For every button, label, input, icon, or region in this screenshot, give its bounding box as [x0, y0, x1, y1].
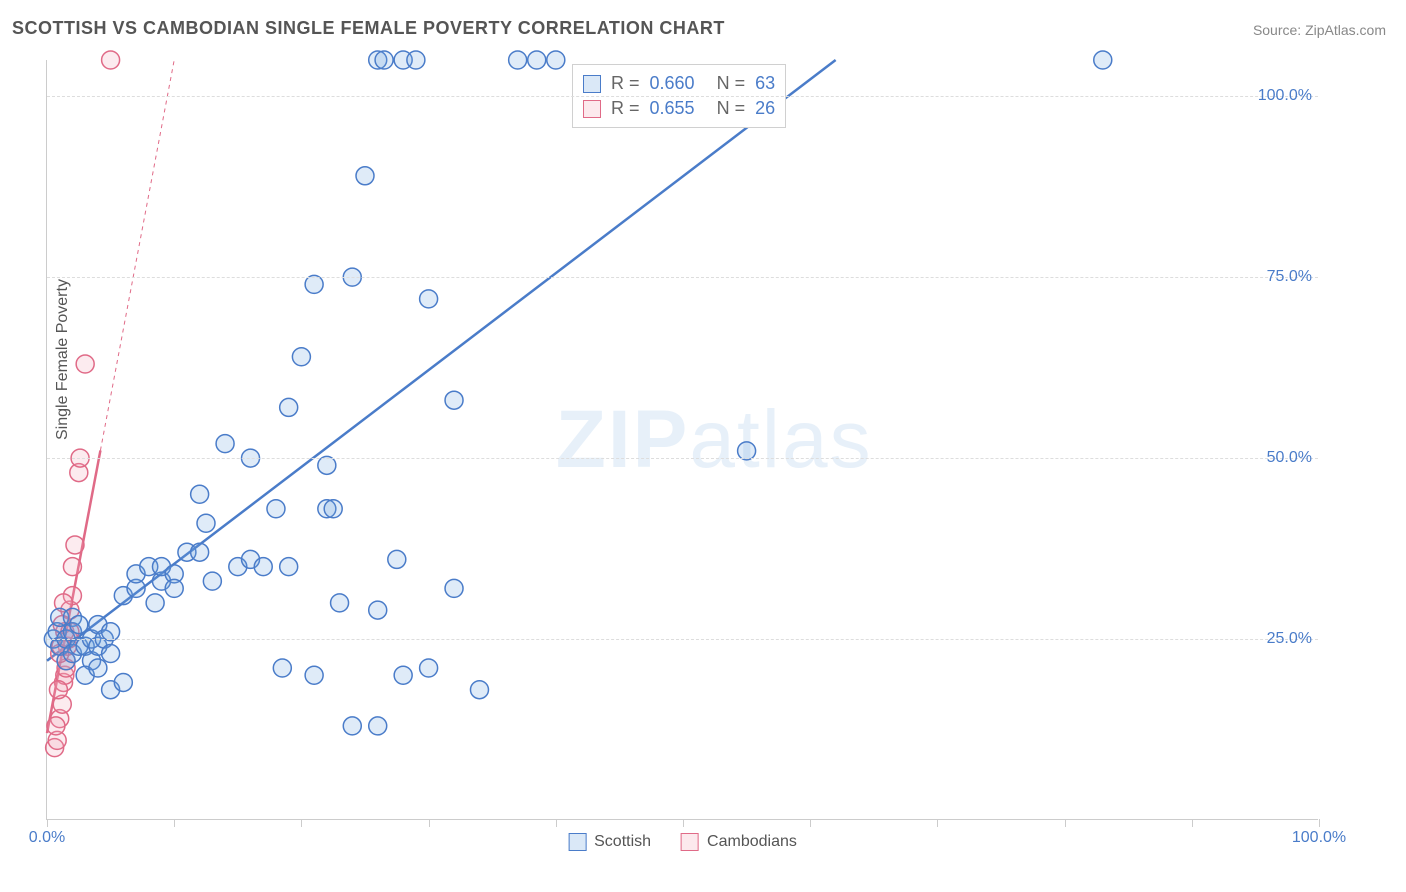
n-label: N =	[717, 73, 746, 94]
point-cambodians	[66, 536, 84, 554]
legend-item-cambodians: Cambodians	[681, 833, 797, 851]
point-scottish	[445, 391, 463, 409]
point-scottish	[89, 659, 107, 677]
point-scottish	[369, 717, 387, 735]
y-tick-label: 100.0%	[1258, 87, 1312, 105]
r-label: R =	[611, 98, 640, 119]
point-scottish	[280, 558, 298, 576]
point-cambodians	[76, 355, 94, 373]
x-tick	[937, 819, 938, 827]
legend-swatch	[568, 833, 586, 851]
legend-item-scottish: Scottish	[568, 833, 651, 851]
point-scottish	[528, 51, 546, 69]
point-scottish	[273, 659, 291, 677]
point-scottish	[331, 594, 349, 612]
gridline	[47, 639, 1318, 640]
x-tick-label: 100.0%	[1292, 829, 1346, 847]
point-scottish	[280, 398, 298, 416]
legend-stats-row: R = 0.655 N = 26	[583, 96, 775, 121]
gridline	[47, 96, 1318, 97]
source-label: Source: ZipAtlas.com	[1253, 22, 1386, 38]
x-tick	[1319, 819, 1320, 827]
point-scottish	[343, 717, 361, 735]
scatter-plot: Single Female Poverty ZIPatlas R =0.660N…	[46, 60, 1318, 820]
r-value: 0.660	[650, 73, 695, 94]
chart-title: SCOTTISH VS CAMBODIAN SINGLE FEMALE POVE…	[12, 18, 725, 39]
point-scottish	[470, 681, 488, 699]
point-scottish	[509, 51, 527, 69]
legend-swatch	[583, 100, 601, 118]
point-cambodians	[47, 717, 65, 735]
legend-swatch	[681, 833, 699, 851]
legend-stats-row: R = 0.660 N = 63	[583, 71, 775, 96]
x-tick	[429, 819, 430, 827]
legend-swatch	[583, 75, 601, 93]
x-tick	[47, 819, 48, 827]
series-legend: Scottish Cambodians	[568, 833, 797, 851]
point-cambodians	[102, 51, 120, 69]
point-cambodians	[63, 558, 81, 576]
x-tick	[1192, 819, 1193, 827]
y-tick-label: 75.0%	[1267, 268, 1312, 286]
x-tick	[1065, 819, 1066, 827]
point-scottish	[114, 673, 132, 691]
y-tick-label: 50.0%	[1267, 449, 1312, 467]
point-scottish	[1094, 51, 1112, 69]
point-scottish	[267, 500, 285, 518]
trend-line-ext-cambodians	[100, 60, 174, 450]
point-scottish	[420, 290, 438, 308]
legend-label: Scottish	[594, 833, 651, 850]
point-scottish	[191, 543, 209, 561]
point-scottish	[356, 167, 374, 185]
point-scottish	[420, 659, 438, 677]
point-scottish	[388, 550, 406, 568]
gridline	[47, 277, 1318, 278]
point-scottish	[203, 572, 221, 590]
point-scottish	[146, 594, 164, 612]
x-tick	[174, 819, 175, 827]
x-tick-label: 0.0%	[29, 829, 65, 847]
point-scottish	[102, 645, 120, 663]
point-scottish	[191, 485, 209, 503]
point-scottish	[394, 666, 412, 684]
n-label: N =	[717, 98, 746, 119]
point-scottish	[70, 616, 88, 634]
n-value: 26	[755, 98, 775, 119]
legend-label: Cambodians	[707, 833, 797, 850]
gridline	[47, 458, 1318, 459]
x-tick	[556, 819, 557, 827]
point-scottish	[547, 51, 565, 69]
point-scottish	[197, 514, 215, 532]
x-tick	[683, 819, 684, 827]
y-tick-label: 25.0%	[1267, 630, 1312, 648]
point-scottish	[369, 601, 387, 619]
n-value: 63	[755, 73, 775, 94]
point-cambodians	[49, 681, 67, 699]
point-scottish	[324, 500, 342, 518]
point-scottish	[216, 435, 234, 453]
point-scottish	[445, 579, 463, 597]
point-scottish	[375, 51, 393, 69]
x-tick	[301, 819, 302, 827]
point-scottish	[254, 558, 272, 576]
point-scottish	[165, 579, 183, 597]
x-tick	[810, 819, 811, 827]
r-value: 0.655	[650, 98, 695, 119]
point-scottish	[292, 348, 310, 366]
point-scottish	[305, 666, 323, 684]
point-scottish	[407, 51, 425, 69]
r-label: R =	[611, 73, 640, 94]
